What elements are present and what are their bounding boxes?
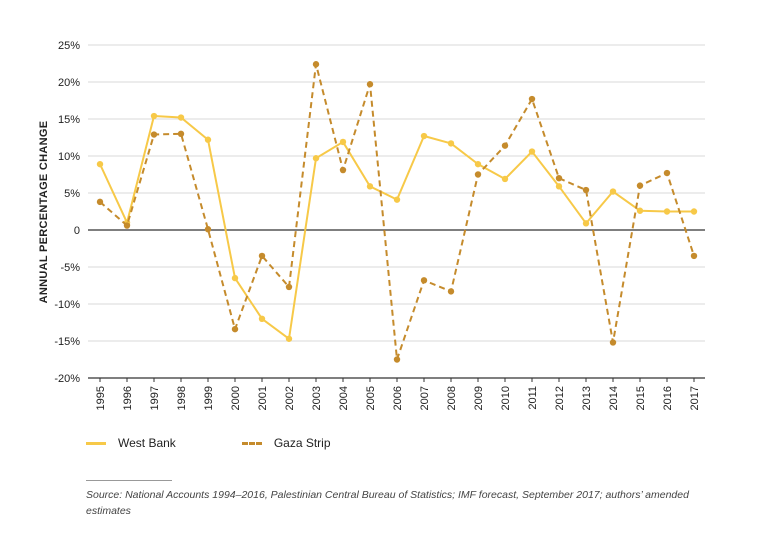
data-point-west-bank: [393, 196, 401, 203]
x-tick-label: 2002: [284, 386, 296, 410]
x-tick-label: 1998: [176, 386, 188, 410]
x-tick-label: 2004: [338, 386, 350, 410]
y-tick-label: -5%: [60, 262, 80, 274]
y-tick-label: 10%: [58, 151, 80, 163]
legend-item-gaza-strip: Gaza Strip: [241, 436, 331, 450]
data-point-gaza-strip: [393, 356, 401, 363]
data-point-west-bank: [312, 155, 320, 162]
legend-label-gaza-strip: Gaza Strip: [273, 436, 331, 450]
data-point-west-bank: [285, 335, 293, 342]
line-chart: 25%20%15%10%5%0-5%-10%-15%-20% 1995 1996 1…: [38, 40, 705, 410]
data-point-gaza-strip: [123, 222, 131, 229]
data-point-west-bank: [96, 160, 104, 168]
x-tick-label: 2001: [257, 386, 269, 410]
series-line-gaza-strip: [99, 63, 695, 361]
data-point-west-bank: [555, 183, 563, 190]
data-point-gaza-strip: [447, 288, 455, 295]
y-tick-label: -10%: [54, 299, 80, 311]
x-tick-label: 2009: [473, 386, 485, 410]
x-tick-label: 2010: [500, 386, 512, 410]
data-point-gaza-strip: [258, 252, 266, 260]
data-point-gaza-strip: [420, 277, 428, 284]
series-west-bank: [96, 112, 698, 342]
x-tick-label: 2017: [689, 386, 701, 410]
y-axis-label: ANNUAL PERCENTAGE CHANGE: [38, 121, 50, 304]
data-point-gaza-strip: [474, 171, 482, 178]
data-point-gaza-strip: [582, 186, 590, 194]
legend-item-west-bank: West Bank: [86, 436, 176, 450]
x-tick-label: 2015: [635, 386, 647, 410]
data-point-west-bank: [690, 208, 698, 215]
data-point-west-bank: [339, 138, 347, 146]
data-point-gaza-strip: [204, 226, 212, 233]
data-point-gaza-strip: [636, 182, 644, 189]
data-point-gaza-strip: [609, 339, 617, 346]
data-point-gaza-strip: [150, 131, 158, 138]
gaza-strip-swatch: [241, 441, 262, 445]
data-point-gaza-strip: [285, 283, 293, 291]
data-point-west-bank: [609, 188, 617, 195]
x-tick-label: 2005: [365, 386, 377, 410]
west-bank-swatch: [86, 441, 106, 445]
data-point-west-bank: [177, 114, 185, 121]
y-tick-label: 5%: [64, 188, 80, 200]
x-tick-label: 2007: [419, 386, 431, 410]
data-series: [96, 61, 698, 363]
x-tick-label: 1996: [122, 386, 134, 410]
data-point-gaza-strip: [690, 252, 698, 260]
x-tick-label: 2003: [311, 386, 323, 410]
data-point-west-bank: [528, 148, 536, 155]
data-point-west-bank: [150, 112, 158, 120]
x-tick-label: 2008: [446, 386, 458, 410]
legend-label-west-bank: West Bank: [118, 436, 176, 450]
data-point-gaza-strip: [177, 130, 185, 137]
y-tick-label: -20%: [54, 373, 80, 385]
data-point-gaza-strip: [501, 142, 509, 149]
data-point-west-bank: [231, 274, 239, 282]
x-tick-label: 2013: [581, 386, 593, 410]
y-tick-label: -15%: [54, 336, 80, 348]
y-tick-label: 20%: [58, 77, 80, 89]
y-axis-ticks: 25% 20% 15% 10% 5% 0 -5% -10% -15% -20%: [54, 40, 80, 385]
data-point-gaza-strip: [663, 169, 671, 177]
source-note: Source: National Accounts 1994–2016, Pal…: [86, 489, 689, 517]
data-point-west-bank: [447, 140, 455, 147]
x-tick-label: 2016: [662, 386, 674, 410]
x-tick-label: 2012: [554, 386, 566, 410]
data-point-gaza-strip: [366, 81, 374, 88]
data-point-west-bank: [366, 183, 374, 190]
x-tick-label: 2014: [608, 386, 620, 410]
data-point-west-bank: [501, 175, 509, 183]
x-tick-label: 2000: [230, 386, 242, 410]
data-point-west-bank: [474, 160, 482, 168]
data-point-west-bank: [663, 208, 671, 215]
data-point-gaza-strip: [555, 175, 563, 182]
data-point-west-bank: [636, 207, 644, 214]
series-gaza-strip: [96, 61, 698, 363]
y-tick-label: 25%: [58, 40, 80, 52]
data-point-gaza-strip: [231, 325, 239, 333]
x-axis-ticks: 1995 1996 1997 1998 1999 2000 2001 2002 2003 2004…: [95, 378, 701, 410]
data-point-gaza-strip: [339, 166, 347, 174]
x-tick-label: 2011: [527, 386, 539, 410]
data-point-gaza-strip: [312, 61, 320, 68]
source-divider: [86, 480, 172, 481]
data-point-gaza-strip: [528, 95, 536, 103]
x-tick-label: 2006: [392, 386, 404, 410]
data-point-gaza-strip: [96, 198, 104, 206]
gridlines: [88, 44, 705, 379]
y-tick-label: 15%: [58, 114, 80, 126]
series-line-west-bank: [99, 115, 694, 340]
y-tick-label: 0: [74, 225, 80, 237]
legend: West Bank Gaza Strip: [86, 436, 331, 450]
data-point-west-bank: [258, 315, 266, 322]
data-point-west-bank: [204, 136, 212, 143]
x-tick-label: 1999: [203, 386, 215, 410]
data-point-west-bank: [420, 132, 428, 140]
x-tick-label: 1995: [95, 386, 107, 410]
data-point-west-bank: [582, 220, 590, 227]
x-tick-label: 1997: [149, 386, 161, 410]
